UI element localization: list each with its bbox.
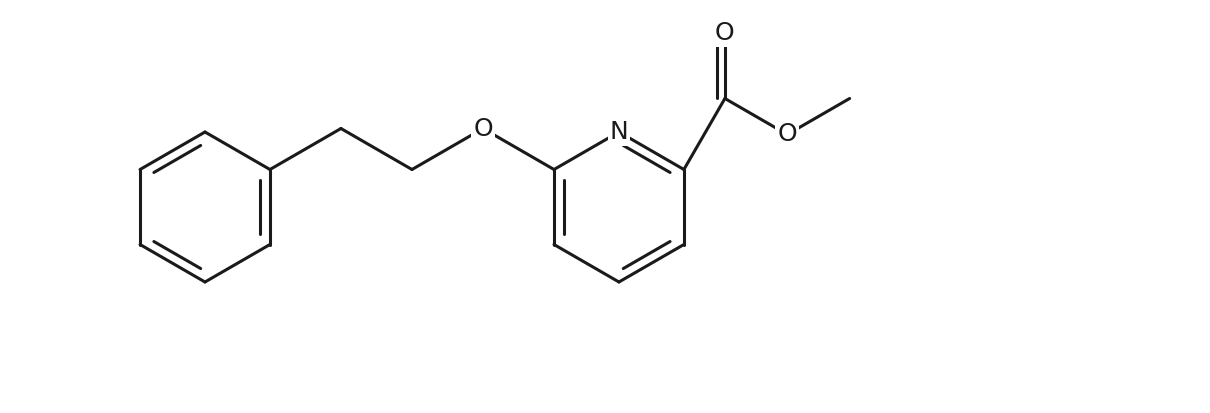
Text: O: O xyxy=(473,116,492,140)
Text: O: O xyxy=(715,21,734,45)
Text: O: O xyxy=(778,123,797,147)
Text: N: N xyxy=(610,120,628,144)
